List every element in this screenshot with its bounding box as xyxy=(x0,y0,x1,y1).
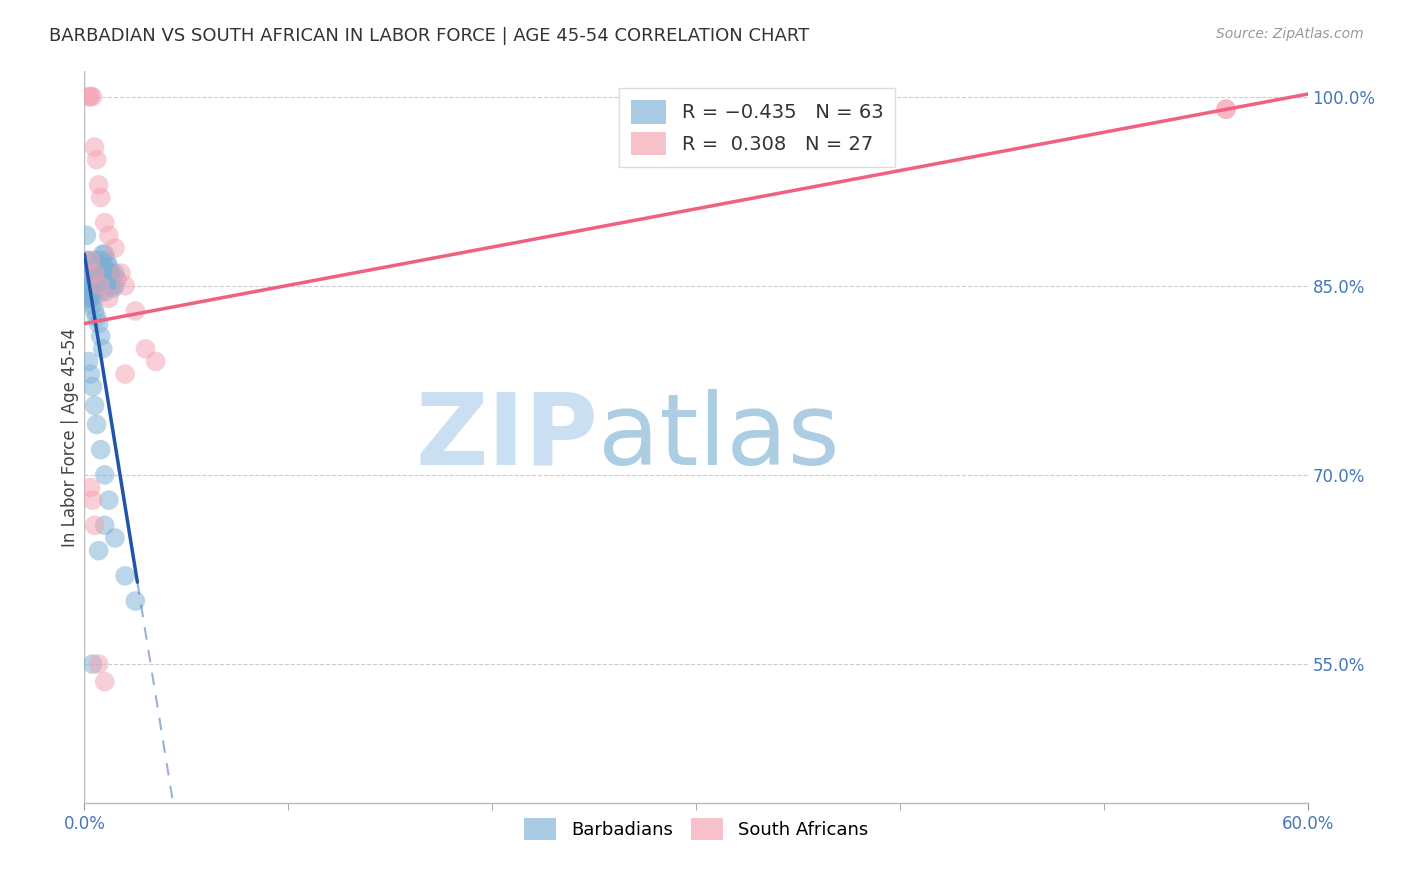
Point xyxy=(91,278,114,293)
Point xyxy=(91,342,114,356)
Point xyxy=(82,291,104,305)
Y-axis label: In Labor Force | Age 45-54: In Labor Force | Age 45-54 xyxy=(62,327,80,547)
Point xyxy=(97,291,120,305)
Point xyxy=(93,216,115,230)
Point xyxy=(100,266,122,280)
Point xyxy=(79,285,101,299)
Point xyxy=(96,272,118,286)
Point xyxy=(97,272,120,286)
Point xyxy=(79,291,101,305)
Point xyxy=(97,493,120,508)
Point xyxy=(91,260,114,274)
Point xyxy=(83,266,105,280)
Point xyxy=(135,342,157,356)
Point xyxy=(83,304,105,318)
Point xyxy=(86,153,108,167)
Point xyxy=(1215,102,1237,116)
Point xyxy=(90,442,112,457)
Point xyxy=(101,268,124,283)
Point xyxy=(82,493,104,508)
Point xyxy=(104,266,127,280)
Point xyxy=(79,89,101,103)
Point xyxy=(79,481,101,495)
Point xyxy=(124,594,146,608)
Point xyxy=(83,140,105,154)
Point xyxy=(83,399,105,413)
Point xyxy=(93,247,115,261)
Point xyxy=(104,241,127,255)
Point xyxy=(86,285,108,299)
Point xyxy=(77,89,100,103)
Point xyxy=(90,253,112,268)
Text: BARBADIAN VS SOUTH AFRICAN IN LABOR FORCE | AGE 45-54 CORRELATION CHART: BARBADIAN VS SOUTH AFRICAN IN LABOR FORC… xyxy=(49,27,810,45)
Point xyxy=(91,247,114,261)
Point xyxy=(90,278,112,293)
Point xyxy=(87,657,110,671)
Point xyxy=(124,304,146,318)
Point xyxy=(93,674,115,689)
Point xyxy=(75,272,97,286)
Point xyxy=(87,272,110,286)
Point xyxy=(75,228,97,243)
Point xyxy=(86,417,108,432)
Text: ZIP: ZIP xyxy=(415,389,598,485)
Point xyxy=(82,285,104,299)
Point xyxy=(114,569,136,583)
Point xyxy=(114,278,136,293)
Point xyxy=(86,310,108,325)
Point xyxy=(90,266,112,280)
Point xyxy=(90,285,112,299)
Point xyxy=(77,291,100,305)
Point xyxy=(145,354,167,368)
Point xyxy=(86,260,108,274)
Point xyxy=(79,272,101,286)
Point xyxy=(97,228,120,243)
Point xyxy=(83,253,105,268)
Point xyxy=(1215,102,1237,116)
Point xyxy=(87,317,110,331)
Point xyxy=(93,285,115,299)
Point xyxy=(96,253,118,268)
Point xyxy=(90,329,112,343)
Point xyxy=(82,379,104,393)
Point xyxy=(82,298,104,312)
Point xyxy=(83,518,105,533)
Point xyxy=(100,278,122,293)
Point xyxy=(104,531,127,545)
Point xyxy=(101,281,124,295)
Point xyxy=(93,467,115,482)
Point xyxy=(87,278,110,293)
Point xyxy=(75,253,97,268)
Point xyxy=(77,253,100,268)
Point xyxy=(93,260,115,274)
Point xyxy=(97,260,120,274)
Point xyxy=(77,278,100,293)
Point xyxy=(83,272,105,286)
Point xyxy=(86,272,108,286)
Point xyxy=(83,278,105,293)
Point xyxy=(77,354,100,368)
Point xyxy=(82,272,104,286)
Point xyxy=(114,367,136,381)
Point xyxy=(79,367,101,381)
Point xyxy=(79,266,101,280)
Point xyxy=(110,266,132,280)
Point xyxy=(77,285,100,299)
Text: Source: ZipAtlas.com: Source: ZipAtlas.com xyxy=(1216,27,1364,41)
Point xyxy=(90,190,112,204)
Point xyxy=(82,657,104,671)
Point xyxy=(93,518,115,533)
Text: atlas: atlas xyxy=(598,389,839,485)
Point xyxy=(87,543,110,558)
Point xyxy=(105,272,128,286)
Legend: Barbadians, South Africans: Barbadians, South Africans xyxy=(515,808,877,848)
Point xyxy=(87,178,110,192)
Point xyxy=(104,278,127,293)
Point xyxy=(82,89,104,103)
Point xyxy=(87,260,110,274)
Point xyxy=(79,253,101,268)
